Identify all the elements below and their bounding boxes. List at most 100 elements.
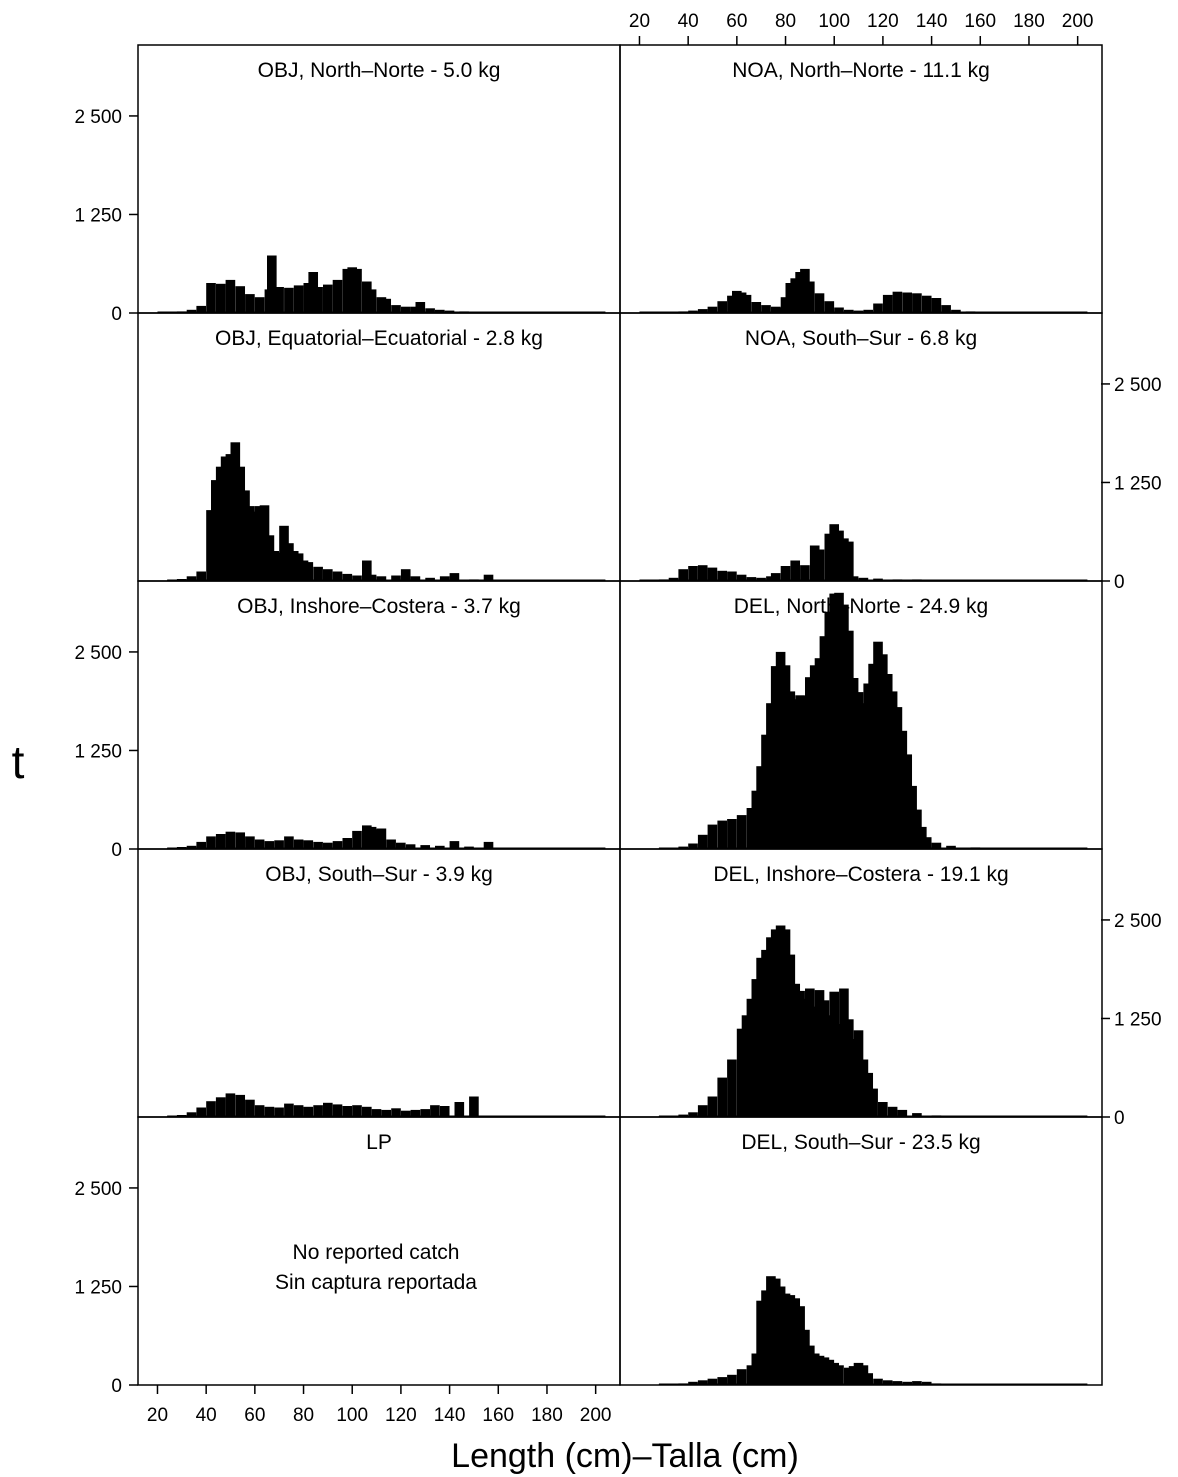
bar: [230, 442, 241, 581]
bar: [225, 279, 236, 313]
panel-frame: [137, 580, 621, 850]
bar: [303, 562, 314, 581]
bar: [366, 574, 377, 581]
bar: [775, 1286, 786, 1385]
bar: [853, 692, 864, 849]
bar: [293, 839, 304, 849]
panel: DEL, North–Norte - 24.9 kg: [619, 580, 1103, 850]
bar: [775, 925, 786, 1117]
y-tick-label: 0: [111, 1376, 122, 1397]
x-tick-label: 120: [385, 1405, 417, 1426]
bar: [279, 525, 289, 581]
bar: [371, 1109, 382, 1117]
bar: [824, 533, 835, 581]
bar: [688, 1112, 698, 1117]
y-tick-label: 2 500: [74, 1179, 122, 1200]
x-tick-label: 20: [147, 1405, 168, 1426]
bar: [313, 841, 323, 849]
bar: [921, 837, 932, 849]
bar: [235, 286, 246, 313]
bar: [727, 571, 737, 581]
bar: [800, 998, 810, 1117]
bar: [697, 565, 708, 581]
bar: [814, 293, 825, 313]
bar: [736, 1028, 747, 1117]
bar: [352, 268, 362, 313]
y-tick-label: 2 500: [74, 643, 122, 664]
bar: [254, 297, 265, 313]
x-tick-label: 180: [1013, 11, 1045, 32]
bar: [814, 658, 825, 849]
bar: [897, 1109, 908, 1117]
bar: [267, 255, 277, 313]
x-tick-label: 140: [916, 11, 948, 32]
bar: [264, 1106, 275, 1117]
bar: [717, 301, 728, 313]
bar: [882, 1380, 893, 1385]
y-tick-label: 2 500: [1114, 375, 1162, 396]
x-tick-label: 40: [196, 1405, 217, 1426]
bar: [839, 538, 849, 581]
bar: [770, 1278, 781, 1385]
bar: [931, 298, 942, 313]
panel-title: DEL, South–Sur - 23.5 kg: [741, 1131, 980, 1154]
bar: [863, 683, 874, 849]
bar: [206, 836, 216, 849]
bar: [844, 541, 854, 581]
bar: [912, 809, 922, 849]
bar: [362, 560, 372, 581]
panel-title: NOA, South–Sur - 6.8 kg: [745, 327, 977, 350]
bar: [483, 841, 494, 849]
bar: [746, 1365, 757, 1385]
bar: [707, 1096, 718, 1117]
x-tick-label: 200: [580, 1405, 612, 1426]
bar: [284, 1103, 294, 1117]
x-axis-label: Length (cm)–Talla (cm): [451, 1437, 799, 1475]
x-tick-label: 120: [867, 11, 899, 32]
bar: [215, 466, 226, 581]
bar: [439, 576, 450, 581]
y-axis-label: t: [12, 736, 25, 788]
bar: [814, 1355, 825, 1385]
bar: [756, 577, 766, 581]
bar: [946, 845, 956, 849]
bar: [878, 654, 888, 849]
bar: [245, 836, 255, 849]
bar: [400, 569, 411, 581]
bar: [741, 294, 752, 313]
bar: [736, 292, 747, 313]
bar: [400, 306, 411, 313]
bar: [834, 307, 844, 313]
bar: [785, 283, 796, 313]
bar: [814, 549, 825, 581]
bar: [240, 490, 250, 581]
bar: [215, 283, 226, 313]
bar: [868, 663, 878, 849]
y-tick-label: 0: [1114, 572, 1125, 593]
bar: [425, 308, 435, 313]
bar: [196, 841, 207, 849]
x-tick-label: 40: [678, 11, 699, 32]
bar: [844, 309, 854, 313]
bar: [323, 842, 333, 849]
bar: [727, 1059, 737, 1117]
bar: [717, 570, 728, 581]
bar: [308, 272, 319, 313]
bar: [400, 1110, 411, 1117]
bar: [405, 844, 416, 849]
bar: [206, 1101, 216, 1117]
bar: [211, 480, 221, 581]
bar: [366, 289, 377, 313]
bar: [824, 611, 835, 849]
panel: OBJ, North–Norte - 5.0 kg: [137, 44, 621, 314]
panel-title: OBJ, Inshore–Costera - 3.7 kg: [237, 595, 521, 618]
bar: [917, 826, 927, 849]
panel-frame: [137, 44, 621, 314]
bar: [785, 954, 796, 1117]
bar: [761, 734, 771, 849]
bar: [376, 828, 387, 849]
bar: [332, 1104, 343, 1117]
bar: [449, 841, 460, 849]
bar: [697, 1380, 708, 1385]
bar: [342, 573, 353, 581]
